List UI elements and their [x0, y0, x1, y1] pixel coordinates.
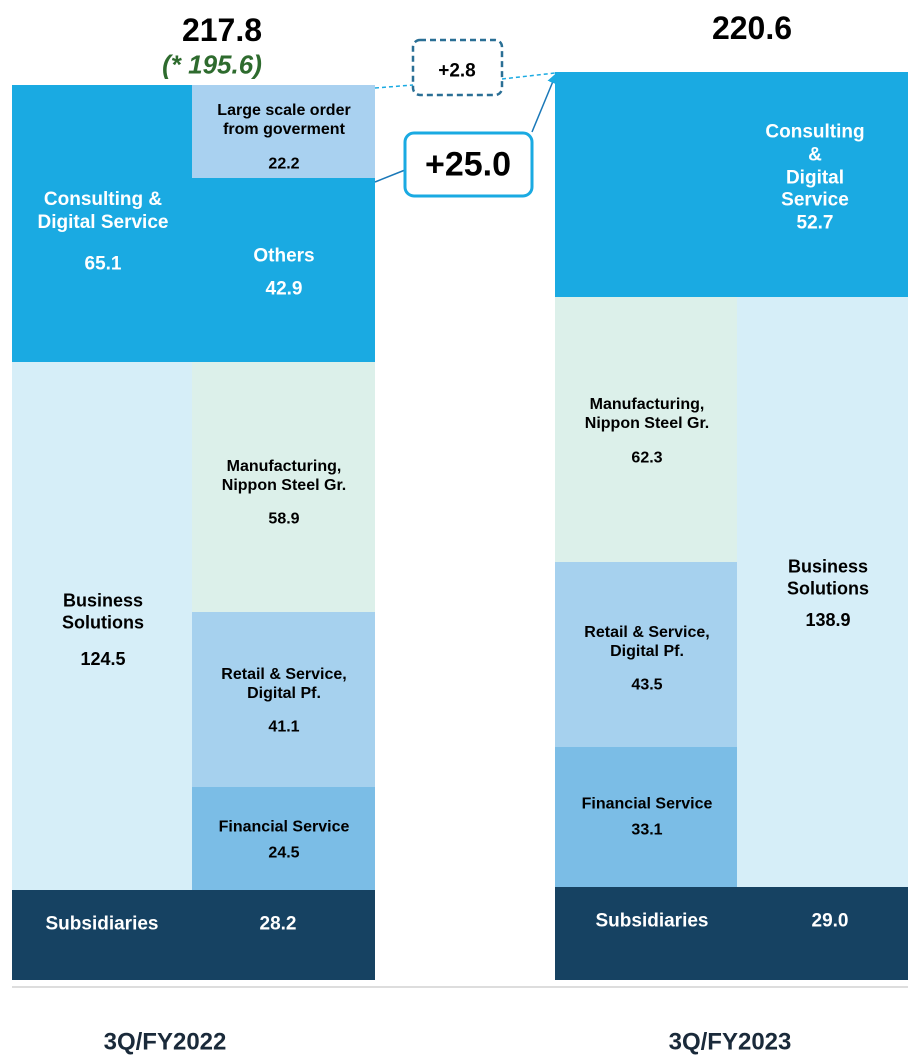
block	[192, 787, 375, 890]
segment-value: 124.5	[80, 649, 126, 670]
callout: +2.8	[438, 60, 476, 82]
segment-value: 65.1	[84, 253, 122, 275]
block	[12, 890, 375, 980]
segment-value: 28.2	[259, 913, 297, 935]
callout: +25.0	[424, 145, 512, 184]
block	[555, 747, 737, 887]
block	[555, 72, 908, 297]
segment-value: 58.9	[268, 510, 300, 528]
segment-label: Consulting & Digital Service	[37, 189, 169, 233]
connector	[374, 169, 406, 183]
segment-label: Manufacturing, Nippon Steel Gr.	[221, 457, 347, 494]
block	[192, 362, 375, 612]
total: 217.8	[181, 11, 263, 48]
block	[737, 297, 908, 887]
block	[192, 178, 375, 362]
segment-value: 52.7	[796, 212, 834, 234]
segment-value: 62.3	[631, 449, 663, 467]
baseline	[12, 986, 908, 988]
connector	[374, 84, 414, 89]
segment-value: 43.5	[631, 676, 663, 694]
total: 220.6	[711, 9, 793, 46]
callout-box	[403, 131, 534, 198]
period: 3Q/FY2023	[668, 1028, 792, 1056]
segment-value: 138.9	[805, 610, 851, 631]
segment-label: Subsidiaries	[45, 913, 159, 935]
period: 3Q/FY2022	[103, 1028, 227, 1056]
segment-value: 24.5	[268, 844, 300, 862]
segment-label: Financial Service	[218, 818, 350, 836]
block	[12, 362, 192, 890]
segment-label: Retail & Service, Digital Pf.	[584, 623, 710, 660]
connector	[501, 72, 556, 80]
connector	[531, 73, 558, 133]
block	[192, 85, 375, 178]
segment-value: 33.1	[631, 821, 663, 839]
block	[12, 85, 192, 362]
segment-value: 22.2	[268, 155, 300, 173]
segment-label: Business Solutions	[787, 556, 869, 598]
segment-value: 41.1	[268, 718, 300, 736]
block	[555, 562, 737, 747]
segment-label: Subsidiaries	[595, 910, 709, 932]
callout-box	[411, 38, 504, 97]
segment-label: Large scale order from goverment	[217, 101, 351, 138]
note: (* 195.6)	[162, 49, 262, 80]
segment-label: Financial Service	[581, 795, 713, 813]
block	[555, 887, 908, 980]
segment-label: Others	[253, 245, 315, 267]
block	[192, 612, 375, 787]
block	[555, 297, 737, 562]
segment-label: Retail & Service, Digital Pf.	[221, 665, 347, 702]
segment-label: Manufacturing, Nippon Steel Gr.	[584, 395, 710, 432]
segment-label: Consulting & Digital Service	[765, 121, 865, 211]
segment-label: Business Solutions	[62, 590, 144, 632]
segment-value: 29.0	[811, 910, 849, 932]
segment-value: 42.9	[265, 278, 303, 300]
